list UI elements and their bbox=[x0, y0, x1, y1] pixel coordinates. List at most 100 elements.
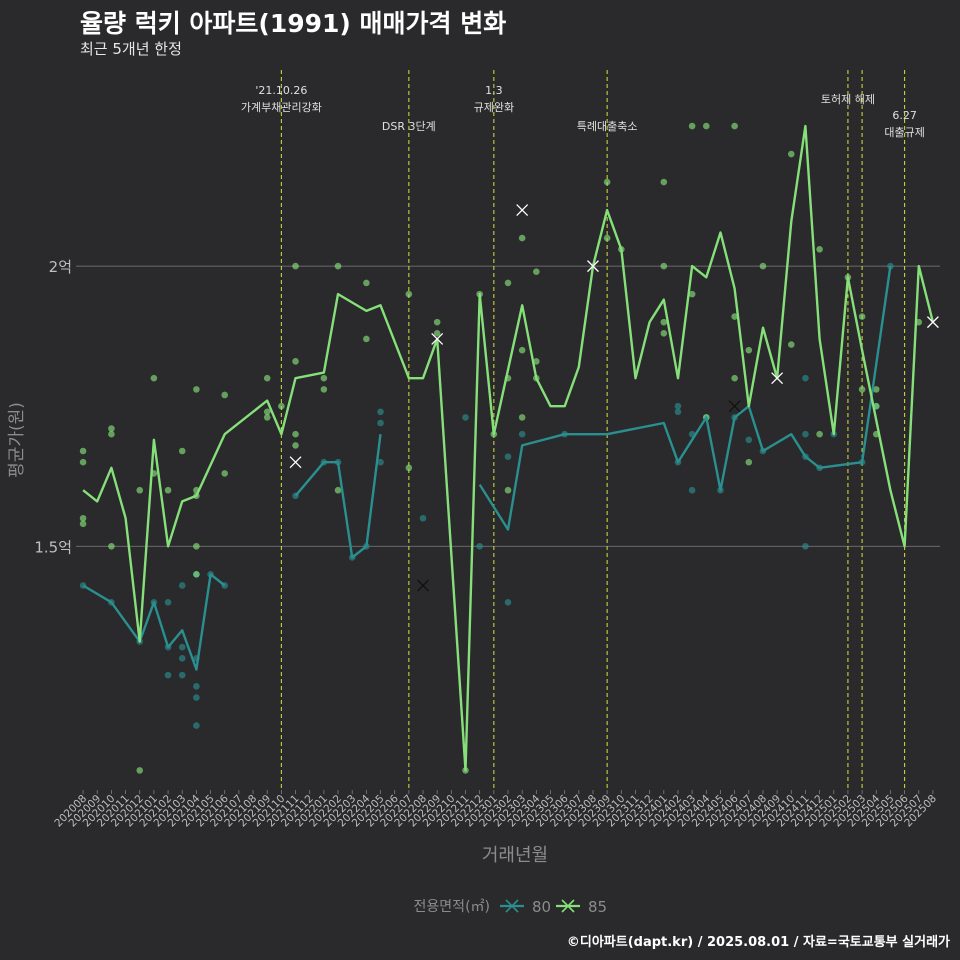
x-axis-title: 거래년월 bbox=[482, 845, 548, 866]
data-point-80 bbox=[674, 402, 682, 410]
data-point-85 bbox=[504, 279, 512, 287]
data-point-80 bbox=[504, 598, 512, 606]
event-label: 1.3 규제완화 bbox=[474, 84, 514, 114]
data-point-85 bbox=[816, 245, 823, 253]
data-point-85 bbox=[745, 458, 753, 466]
data-point-85 bbox=[292, 262, 299, 270]
grid-layer bbox=[76, 265, 940, 547]
scatter-points bbox=[79, 122, 923, 774]
data-point-85 bbox=[320, 374, 328, 382]
data-point-85 bbox=[518, 234, 526, 242]
legend-swatch-cross bbox=[561, 899, 575, 913]
data-point-85 bbox=[79, 447, 87, 455]
data-point-85 bbox=[603, 234, 611, 242]
data-point-85 bbox=[193, 542, 200, 550]
data-point-85 bbox=[660, 318, 668, 326]
data-point-85 bbox=[292, 358, 299, 365]
data-point-85 bbox=[263, 414, 271, 421]
data-point-85 bbox=[433, 318, 441, 326]
event-label: '21.10.26 가계부채관리강화 bbox=[241, 84, 322, 114]
data-point-85 bbox=[759, 262, 767, 270]
data-point-85 bbox=[660, 262, 668, 270]
data-point-85 bbox=[334, 262, 342, 270]
cross-marker-85 bbox=[771, 372, 784, 385]
data-point-85 bbox=[79, 458, 87, 466]
data-point-80 bbox=[178, 671, 186, 679]
cross-marker-85 bbox=[431, 332, 444, 345]
data-point-85 bbox=[405, 464, 413, 472]
data-point-85 bbox=[136, 767, 144, 774]
y-axis-title: 평균가(원) bbox=[7, 402, 27, 478]
cross-stroke bbox=[926, 316, 939, 329]
cross-stroke bbox=[587, 260, 599, 273]
data-point-85 bbox=[504, 486, 512, 494]
data-point-80 bbox=[164, 598, 172, 606]
legend-label-85: 85 bbox=[588, 898, 607, 916]
legend-label-80: 80 bbox=[532, 898, 551, 916]
cross-marker-85 bbox=[587, 260, 599, 273]
series-line-85 bbox=[82, 124, 935, 772]
data-point-85 bbox=[79, 520, 87, 528]
data-point-85 bbox=[292, 430, 299, 438]
data-point-85 bbox=[193, 570, 200, 578]
legend-title: 전용면적(㎡) bbox=[414, 899, 490, 915]
data-point-80 bbox=[178, 655, 186, 662]
series-lines bbox=[82, 124, 935, 772]
data-point-80 bbox=[377, 419, 384, 427]
data-point-85 bbox=[320, 386, 328, 393]
data-point-80 bbox=[178, 582, 186, 589]
data-point-85 bbox=[787, 341, 795, 348]
series-line-80 bbox=[82, 265, 892, 671]
data-point-80 bbox=[504, 453, 512, 460]
data-point-80 bbox=[462, 414, 469, 421]
data-point-85 bbox=[518, 346, 526, 354]
data-point-85 bbox=[858, 386, 866, 393]
data-point-80 bbox=[193, 694, 200, 701]
cross-marker-85 bbox=[289, 456, 302, 469]
data-point-85 bbox=[660, 178, 668, 186]
data-point-85 bbox=[872, 386, 880, 393]
data-point-85 bbox=[405, 290, 413, 298]
data-point-85 bbox=[363, 279, 370, 287]
event-label: DSR 3단계 bbox=[382, 120, 436, 133]
data-point-85 bbox=[150, 374, 158, 382]
data-point-80 bbox=[476, 542, 483, 550]
data-point-85 bbox=[603, 178, 611, 186]
event-label: 6.27 대출규제 bbox=[884, 109, 924, 139]
data-point-85 bbox=[433, 330, 441, 337]
data-point-85 bbox=[787, 150, 795, 158]
data-point-85 bbox=[731, 313, 738, 320]
legend-item-85: 85 bbox=[556, 898, 607, 916]
data-point-80 bbox=[802, 374, 809, 382]
data-point-85 bbox=[108, 542, 115, 550]
data-point-85 bbox=[79, 514, 87, 522]
data-point-85 bbox=[108, 425, 115, 432]
event-label: 특례대출축소 bbox=[577, 120, 638, 133]
data-point-85 bbox=[263, 408, 271, 416]
chart-subtitle: 최근 5개년 한정 bbox=[80, 40, 182, 58]
chart-title: 율량 럭키 아파트(1991) 매매가격 변화 bbox=[80, 9, 507, 38]
data-point-85 bbox=[688, 122, 696, 130]
data-point-85 bbox=[816, 430, 823, 438]
cross-stroke bbox=[728, 400, 741, 413]
data-point-85 bbox=[136, 486, 144, 494]
data-point-80 bbox=[802, 430, 809, 438]
cross-marker-85 bbox=[516, 204, 529, 217]
data-point-85 bbox=[334, 486, 342, 494]
data-point-85 bbox=[164, 486, 172, 494]
cross-marker-80 bbox=[728, 400, 741, 413]
data-point-85 bbox=[108, 430, 115, 438]
data-point-80 bbox=[518, 430, 526, 438]
data-point-85 bbox=[731, 122, 738, 130]
data-point-85 bbox=[745, 346, 753, 354]
event-label: 토허제 해제 bbox=[821, 92, 875, 106]
y-tick-label: 2억 bbox=[49, 258, 72, 276]
y-tick-label: 1.5억 bbox=[34, 538, 72, 556]
data-point-80 bbox=[674, 408, 682, 416]
data-point-80 bbox=[802, 542, 809, 550]
legend: 전용면적(㎡) 80 85 bbox=[414, 898, 608, 916]
data-point-85 bbox=[221, 391, 229, 399]
data-point-85 bbox=[178, 447, 186, 455]
